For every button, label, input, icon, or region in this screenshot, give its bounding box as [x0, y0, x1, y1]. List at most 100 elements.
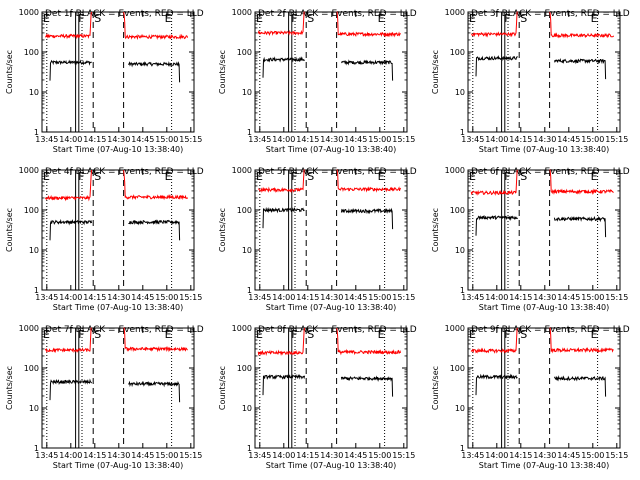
panel-det-5f: Det 5f BLACK = Events, RED = LLD11010010… — [218, 166, 417, 312]
y-tick-label: 1000 — [19, 8, 39, 17]
x-tick-label: 13:45 — [35, 451, 58, 460]
x-tick-label: 13:45 — [248, 293, 271, 302]
y-tick-label: 1 — [460, 444, 465, 453]
series-lld-line — [549, 327, 614, 354]
y-tick-label: 1 — [460, 128, 465, 137]
series-events-line — [128, 219, 181, 241]
series-events-line — [49, 218, 93, 241]
x-tick-label: 14:00 — [272, 135, 295, 144]
series-lld-line — [123, 169, 189, 201]
y-axis-label: Counts/sec — [218, 366, 227, 410]
x-tick-label: 13:45 — [248, 135, 271, 144]
series-events-line — [475, 55, 518, 77]
marker-label: S — [94, 328, 101, 341]
x-tick-label: 14:15 — [509, 135, 532, 144]
x-tick-label: 14:00 — [59, 293, 82, 302]
x-axis-label: Start Time (07-Aug-10 13:38:40) — [479, 145, 610, 154]
y-tick-label: 100 — [237, 48, 252, 57]
panel-det-6f: Det 6f BLACK = Events, RED = LLD11010010… — [431, 166, 630, 312]
series-events-line — [49, 59, 92, 81]
x-tick-label: 14:45 — [557, 135, 580, 144]
x-tick-label: 14:30 — [533, 293, 556, 302]
series-lld-line — [123, 11, 189, 40]
x-axis-label: Start Time (07-Aug-10 13:38:40) — [266, 145, 397, 154]
panel-det-3f: Det 3f BLACK = Events, RED = LLD11010010… — [431, 8, 630, 154]
y-tick-label: 10 — [29, 88, 39, 97]
series-events-line — [49, 378, 93, 401]
plot-frame — [41, 327, 195, 449]
series-lld-line — [257, 11, 305, 36]
x-tick-label: 14:15 — [83, 293, 106, 302]
panel-det-7f: Det 7f BLACK = Events, RED = LLD11010010… — [5, 324, 204, 470]
y-tick-label: 1000 — [232, 8, 252, 17]
x-tick-label: 13:45 — [461, 293, 484, 302]
x-tick-label: 15:15 — [179, 451, 202, 460]
x-tick-label: 14:00 — [59, 451, 82, 460]
panel-det-9f: Det 9f BLACK = Events, RED = LLD11010010… — [431, 324, 630, 470]
series-events-line — [475, 373, 518, 396]
x-tick-label: 14:45 — [131, 293, 154, 302]
series-lld-line — [470, 327, 518, 354]
marker-label: S — [307, 328, 314, 341]
y-tick-label: 1 — [247, 128, 252, 137]
x-tick-label: 15:15 — [605, 135, 628, 144]
plot-frame — [254, 169, 408, 291]
y-tick-label: 10 — [242, 404, 252, 413]
marker-label: S — [94, 170, 101, 183]
marker-label: S — [520, 170, 527, 183]
x-tick-label: 15:15 — [392, 451, 415, 460]
y-tick-label: 10 — [242, 246, 252, 255]
x-tick-label: 14:15 — [83, 135, 106, 144]
x-axis-label: Start Time (07-Aug-10 13:38:40) — [53, 461, 184, 470]
x-axis-label: Start Time (07-Aug-10 13:38:40) — [53, 145, 184, 154]
series-events-line — [262, 206, 305, 229]
plot-frame — [467, 169, 621, 291]
x-tick-label: 14:30 — [107, 451, 130, 460]
marker-label: E — [165, 12, 172, 25]
x-axis-label: Start Time (07-Aug-10 13:38:40) — [479, 461, 610, 470]
marker-label: E — [256, 12, 263, 25]
series-lld-line — [336, 169, 402, 193]
y-tick-label: 10 — [455, 246, 465, 255]
x-tick-label: 14:30 — [107, 293, 130, 302]
series-lld-line — [471, 11, 518, 38]
x-tick-label: 15:15 — [605, 451, 628, 460]
series-events-line — [340, 375, 394, 397]
plot-frame — [467, 327, 621, 449]
y-tick-label: 100 — [24, 48, 39, 57]
y-tick-label: 1000 — [19, 166, 39, 175]
x-axis-label: Start Time (07-Aug-10 13:38:40) — [266, 461, 397, 470]
x-tick-label: 14:45 — [344, 451, 367, 460]
marker-label: E — [378, 328, 385, 341]
series-lld-line — [257, 169, 305, 194]
y-axis-label: Counts/sec — [5, 366, 14, 410]
x-axis-label: Start Time (07-Aug-10 13:38:40) — [53, 303, 184, 312]
x-tick-label: 14:30 — [533, 135, 556, 144]
y-tick-label: 1 — [247, 286, 252, 295]
plot-frame — [467, 11, 621, 133]
x-tick-label: 14:45 — [344, 293, 367, 302]
marker-label: F — [504, 170, 510, 183]
x-tick-label: 14:15 — [509, 451, 532, 460]
y-tick-label: 100 — [24, 364, 39, 373]
series-events-line — [553, 57, 607, 80]
plot-frame — [254, 327, 408, 449]
y-tick-label: 1 — [34, 286, 39, 295]
marker-label: S — [94, 12, 101, 25]
marker-label: E — [591, 328, 598, 341]
series-lld-line — [44, 327, 92, 354]
marker-label: E — [591, 12, 598, 25]
marker-label: E — [43, 12, 50, 25]
x-tick-label: 14:00 — [272, 293, 295, 302]
series-events-line — [128, 60, 181, 83]
y-tick-label: 1 — [460, 286, 465, 295]
x-tick-label: 15:00 — [368, 135, 391, 144]
x-tick-label: 15:00 — [581, 293, 604, 302]
y-axis-label: Counts/sec — [218, 50, 227, 94]
x-tick-label: 15:15 — [179, 293, 202, 302]
series-lld-line — [549, 169, 614, 195]
plot-frame — [41, 169, 195, 291]
marker-label: F — [78, 328, 84, 341]
series-events-line — [262, 56, 305, 78]
